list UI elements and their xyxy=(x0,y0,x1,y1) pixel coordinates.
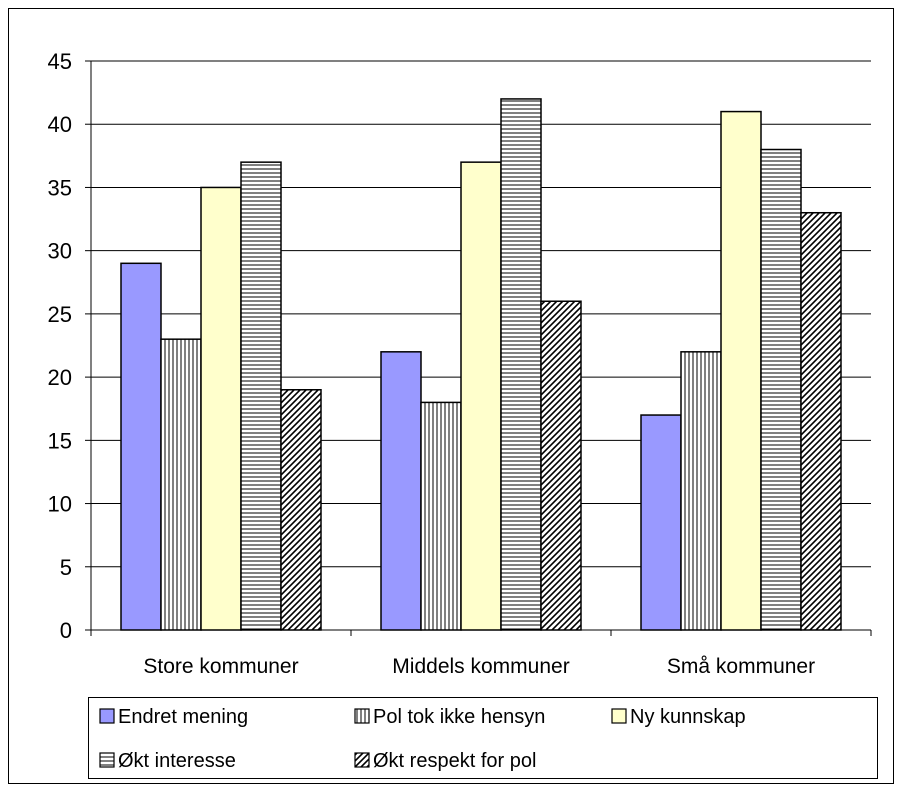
x-tick-label: Store kommuner xyxy=(143,655,298,678)
bar-2-4 xyxy=(500,98,542,631)
legend-swatch xyxy=(99,752,115,768)
y-tick-label: 30 xyxy=(48,239,72,264)
y-tick-label: 20 xyxy=(48,365,72,390)
x-tick-label: Små kommuner xyxy=(667,655,815,678)
legend xyxy=(88,697,878,779)
bar-1-4 xyxy=(240,161,282,631)
bar-3-4 xyxy=(760,148,802,631)
bar-1-3 xyxy=(200,186,242,631)
bars xyxy=(120,98,842,631)
legend-swatch xyxy=(99,708,115,724)
legend-swatch xyxy=(354,752,370,768)
bar-2-3 xyxy=(460,161,502,631)
y-tick-label: 0 xyxy=(60,618,72,643)
x-tick-labels: Store kommuner Middels kommuner Små kommun… xyxy=(143,655,815,678)
axes xyxy=(85,60,872,636)
bar-2-5 xyxy=(540,300,582,631)
legend-swatch xyxy=(354,708,370,724)
y-tick-label: 45 xyxy=(48,49,72,74)
bar-3-5 xyxy=(800,211,842,631)
y-tick-label: 15 xyxy=(48,428,72,453)
bar-1-1 xyxy=(120,262,162,631)
legend-entries: Endret mening Pol tok ikke hensyn Ny kunns… xyxy=(99,706,746,772)
bar-3-3 xyxy=(720,110,762,631)
y-tick-label: 10 xyxy=(48,492,72,517)
x-tick-label: Middels kommuner xyxy=(392,655,569,678)
legend-label: Økt interesse xyxy=(118,750,236,772)
bar-2-2 xyxy=(420,401,462,631)
legend-swatch xyxy=(611,708,627,724)
bar-3-2 xyxy=(680,351,722,631)
legend-label: Endret mening xyxy=(118,706,248,728)
y-tick-label: 35 xyxy=(48,175,72,200)
bar-2-1 xyxy=(380,351,422,631)
y-tick-labels: 0 5 10 15 20 25 30 35 40 45 xyxy=(48,49,72,643)
y-tick-label: 5 xyxy=(60,555,72,580)
legend-label: Økt respekt for pol xyxy=(373,750,536,772)
legend-label: Ny kunnskap xyxy=(630,706,746,728)
y-tick-label: 40 xyxy=(48,112,72,137)
bar-3-1 xyxy=(640,414,682,631)
bar-1-2 xyxy=(160,338,202,631)
bar-1-5 xyxy=(280,389,322,631)
legend-label: Pol tok ikke hensyn xyxy=(373,706,545,728)
y-tick-label: 25 xyxy=(48,302,72,327)
